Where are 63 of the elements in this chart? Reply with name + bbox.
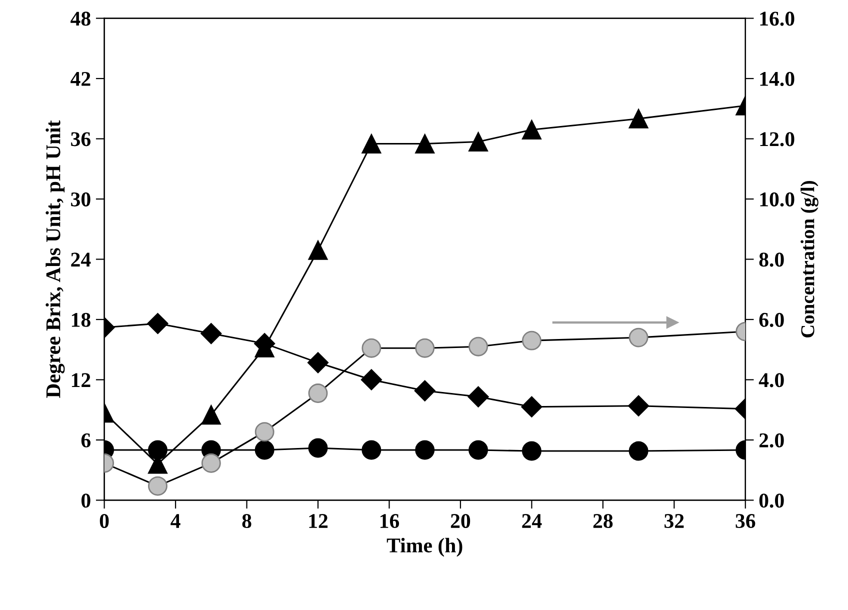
y-tick-label: 12 — [72, 373, 90, 387]
x-tick-label: 8 — [242, 514, 252, 528]
x-axis-title: Time (h) — [386, 538, 462, 557]
y2-tick-label: 0.0 — [759, 494, 784, 508]
point — [362, 440, 382, 460]
point — [360, 369, 382, 390]
point — [148, 476, 168, 496]
y-tick-label: 30 — [71, 192, 90, 206]
point — [254, 440, 274, 460]
point — [522, 330, 542, 350]
y2-tick-label: 14.0 — [760, 72, 794, 86]
point — [628, 395, 650, 416]
point — [201, 405, 221, 425]
y-axis-title: Degree Brix, Abs Unit, pH Unit — [46, 120, 65, 398]
point — [415, 134, 435, 154]
point — [362, 338, 382, 358]
point — [362, 134, 382, 154]
x-tick-label: 4 — [170, 514, 180, 528]
point — [200, 323, 222, 344]
y-tick-label: 36 — [71, 132, 90, 146]
y-tick-label: 24 — [71, 252, 91, 266]
y2-tick-label: 6.0 — [759, 312, 784, 328]
x-tick-label: 0 — [100, 514, 109, 528]
y-tick-label: 18 — [72, 312, 90, 327]
point — [415, 440, 435, 460]
point — [147, 312, 168, 334]
point — [148, 440, 168, 460]
x-tick-label: 24 — [522, 514, 542, 528]
point — [468, 440, 488, 460]
y2-axis-title: Concentration (g/l) — [800, 180, 818, 338]
x-tick-label: 28 — [593, 514, 613, 528]
point — [308, 438, 328, 458]
y2-tick-label: 4.0 — [758, 373, 784, 388]
point — [522, 120, 542, 140]
y-tick-label: 0 — [81, 494, 90, 508]
point — [415, 338, 435, 358]
point — [308, 384, 328, 403]
point — [254, 422, 274, 442]
point — [468, 132, 488, 152]
y2-tick-label: 8.0 — [759, 252, 784, 267]
point — [468, 336, 488, 356]
point — [308, 240, 328, 260]
x-tick-label: 16 — [380, 514, 400, 528]
y-tick-label: 48 — [70, 12, 90, 26]
y2-tick-label: 10.0 — [760, 192, 794, 207]
point — [628, 441, 648, 461]
point — [414, 380, 436, 402]
point — [521, 396, 542, 418]
point — [628, 108, 648, 128]
point — [307, 352, 329, 374]
point — [468, 386, 489, 408]
x-tick-label: 12 — [309, 514, 328, 528]
x-tick-label: 32 — [664, 514, 684, 528]
point — [522, 441, 542, 461]
x-tick-label: 20 — [450, 514, 470, 528]
y-tick-label: 42 — [70, 72, 90, 86]
y2-tick-label: 2.0 — [759, 433, 784, 448]
y2-tick-label: 12.0 — [760, 132, 794, 146]
point — [628, 328, 648, 348]
y2-tick-label: 16.0 — [760, 12, 794, 26]
point — [201, 453, 221, 473]
y-tick-label: 6 — [81, 433, 90, 448]
x-tick-label: 36 — [736, 514, 756, 528]
